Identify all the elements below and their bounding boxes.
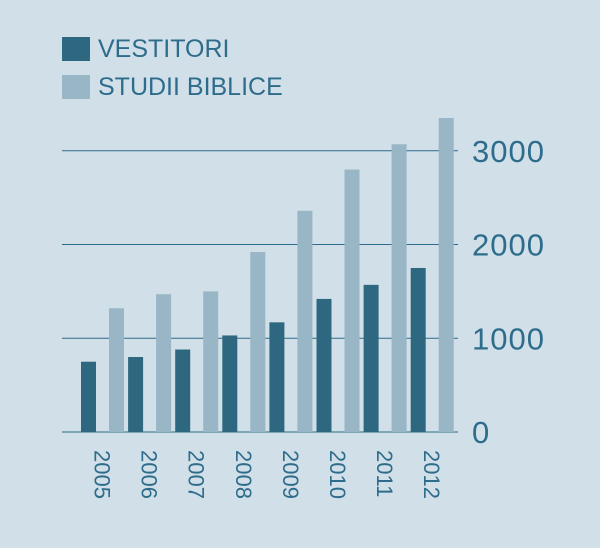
- bar-studii-biblice-2010: [344, 169, 360, 432]
- bar-studii-biblice-2008: [250, 252, 266, 432]
- bar-studii-biblice-2009: [297, 210, 313, 432]
- x-tick-label: 2010: [325, 450, 350, 499]
- legend-label-studii-biblice: STUDII BIBLICE: [98, 72, 283, 101]
- bar-vestitori-2011: [363, 284, 379, 432]
- bar-vestitori-2005: [81, 361, 96, 432]
- x-tick-label: 2007: [184, 450, 209, 499]
- legend-swatch-vestitori: [62, 37, 90, 61]
- bar-vestitori-2007: [175, 349, 191, 432]
- legend-swatch-studii-biblice: [62, 75, 90, 99]
- legend-item-studii-biblice: STUDII BIBLICE: [62, 72, 283, 101]
- y-tick-label: 1000: [472, 321, 545, 356]
- bar-studii-biblice-2012: [438, 118, 454, 432]
- x-tick-label: 2006: [137, 450, 162, 499]
- bar-vestitori-2012: [410, 267, 426, 432]
- bar-vestitori-2010: [316, 298, 332, 432]
- bars: [81, 118, 454, 432]
- x-tick-label: 2009: [278, 450, 303, 499]
- bar-vestitori-2008: [222, 335, 238, 432]
- legend-label-vestitori: VESTITORI: [98, 34, 230, 63]
- bar-studii-biblice-2007: [203, 291, 219, 432]
- x-axis-ticks: 2005 2006 2007 2008 2009 2010 2011 2012: [90, 450, 445, 499]
- bar-vestitori-2006: [128, 357, 144, 432]
- legend: VESTITORI STUDII BIBLICE: [62, 34, 283, 112]
- x-tick-label: 2012: [419, 450, 444, 499]
- x-tick-label: 2005: [90, 450, 115, 499]
- legend-item-vestitori: VESTITORI: [62, 34, 283, 63]
- bar-studii-biblice-2005: [109, 308, 124, 432]
- y-tick-label: 3000: [472, 134, 545, 169]
- y-tick-label: 2000: [472, 228, 545, 263]
- bar-vestitori-2009: [269, 322, 285, 432]
- x-tick-label: 2011: [372, 450, 397, 497]
- x-tick-label: 2008: [231, 450, 256, 499]
- bar-studii-biblice-2011: [391, 144, 407, 432]
- y-axis-ticks: 0 1000 2000 3000: [472, 134, 545, 450]
- bar-studii-biblice-2006: [156, 294, 172, 432]
- y-tick-label: 0: [472, 415, 490, 450]
